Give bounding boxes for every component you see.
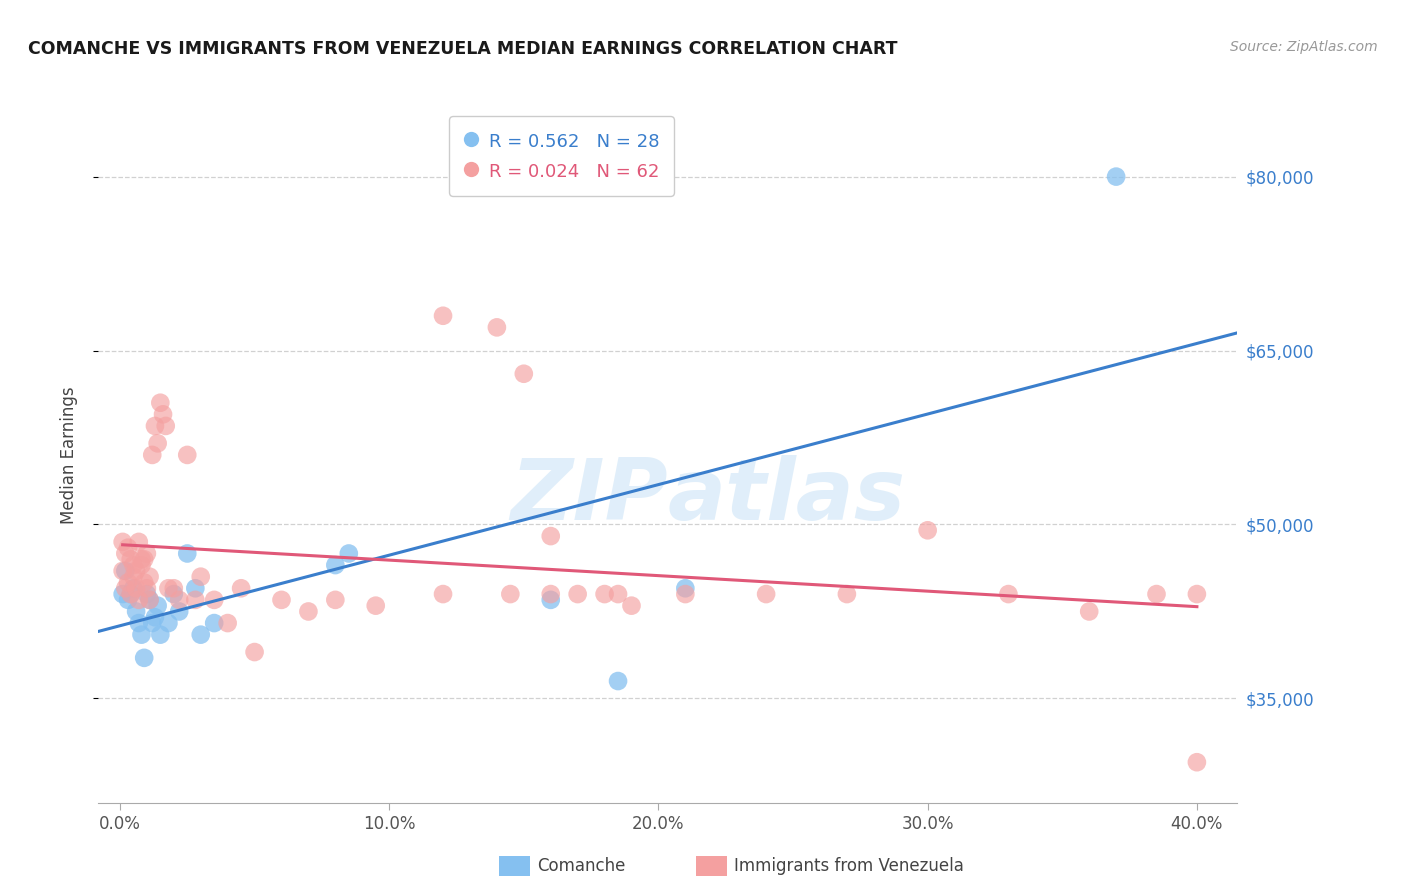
Point	[146, 599, 169, 613]
Legend: R = 0.562   N = 28, R = 0.024   N = 62: R = 0.562 N = 28, R = 0.024 N = 62	[449, 116, 673, 195]
Text: COMANCHE VS IMMIGRANTS FROM VENEZUELA MEDIAN EARNINGS CORRELATION CHART: COMANCHE VS IMMIGRANTS FROM VENEZUELA ME…	[28, 40, 897, 58]
Point	[135, 587, 157, 601]
Point	[149, 628, 172, 642]
Point	[125, 605, 148, 619]
Point	[513, 367, 536, 381]
Text: atlas: atlas	[668, 455, 905, 538]
Point	[1146, 587, 1168, 601]
Point	[217, 615, 239, 630]
Point	[325, 558, 347, 573]
Point	[120, 587, 142, 601]
Point	[540, 529, 562, 543]
Point	[297, 605, 319, 619]
Point	[125, 582, 148, 596]
Point	[184, 592, 207, 607]
Point	[134, 552, 156, 566]
Point	[917, 523, 939, 537]
Y-axis label: Median Earnings: Median Earnings	[59, 386, 77, 524]
Point	[163, 587, 186, 601]
Point	[190, 570, 212, 584]
Point	[131, 552, 153, 566]
Point	[114, 582, 136, 596]
Point	[128, 592, 150, 607]
Point	[673, 587, 696, 601]
Point	[190, 628, 212, 642]
Point	[111, 534, 134, 549]
Point	[499, 587, 522, 601]
Point	[167, 605, 190, 619]
Point	[325, 592, 347, 607]
Point	[134, 575, 156, 590]
Point	[243, 645, 266, 659]
Point	[131, 558, 153, 573]
Point	[202, 592, 225, 607]
Point	[141, 448, 163, 462]
Point	[117, 575, 139, 590]
Point	[157, 615, 180, 630]
Point	[364, 599, 387, 613]
Point	[138, 570, 160, 584]
Point	[540, 592, 562, 607]
Point	[122, 558, 145, 573]
Point	[673, 582, 696, 596]
Text: Comanche: Comanche	[537, 857, 626, 875]
Point	[128, 615, 150, 630]
Point	[540, 587, 562, 601]
Point	[593, 587, 616, 601]
Point	[120, 552, 142, 566]
Point	[149, 395, 172, 409]
Point	[620, 599, 643, 613]
Point	[155, 418, 177, 433]
Point	[176, 448, 198, 462]
Point	[146, 436, 169, 450]
Point	[114, 564, 136, 578]
Point	[122, 582, 145, 596]
Point	[432, 309, 454, 323]
Point	[202, 615, 225, 630]
Point	[485, 320, 508, 334]
Point	[1105, 169, 1128, 184]
Point	[1185, 587, 1208, 601]
Point	[143, 610, 166, 624]
Point	[607, 674, 630, 689]
Point	[607, 587, 630, 601]
Point	[117, 541, 139, 555]
Point	[111, 587, 134, 601]
Point	[141, 615, 163, 630]
Point	[176, 546, 198, 561]
Text: Immigrants from Venezuela: Immigrants from Venezuela	[734, 857, 963, 875]
Point	[131, 628, 153, 642]
Point	[111, 564, 134, 578]
Point	[755, 587, 778, 601]
Point	[337, 546, 360, 561]
Point	[567, 587, 589, 601]
Point	[270, 592, 292, 607]
Point	[122, 570, 145, 584]
Point	[432, 587, 454, 601]
Text: Source: ZipAtlas.com: Source: ZipAtlas.com	[1230, 40, 1378, 54]
Point	[1185, 755, 1208, 769]
Point	[835, 587, 858, 601]
Point	[152, 407, 174, 421]
Point	[134, 651, 156, 665]
Point	[135, 546, 157, 561]
Point	[163, 582, 186, 596]
Point	[167, 592, 190, 607]
Point	[138, 592, 160, 607]
Point	[1078, 605, 1101, 619]
Point	[125, 564, 148, 578]
Point	[997, 587, 1019, 601]
Point	[229, 582, 252, 596]
Point	[138, 592, 160, 607]
Point	[120, 587, 142, 601]
Point	[128, 534, 150, 549]
Point	[117, 592, 139, 607]
Point	[143, 418, 166, 433]
Text: ZIP: ZIP	[510, 455, 668, 538]
Point	[135, 582, 157, 596]
Point	[184, 582, 207, 596]
Point	[157, 582, 180, 596]
Point	[114, 546, 136, 561]
